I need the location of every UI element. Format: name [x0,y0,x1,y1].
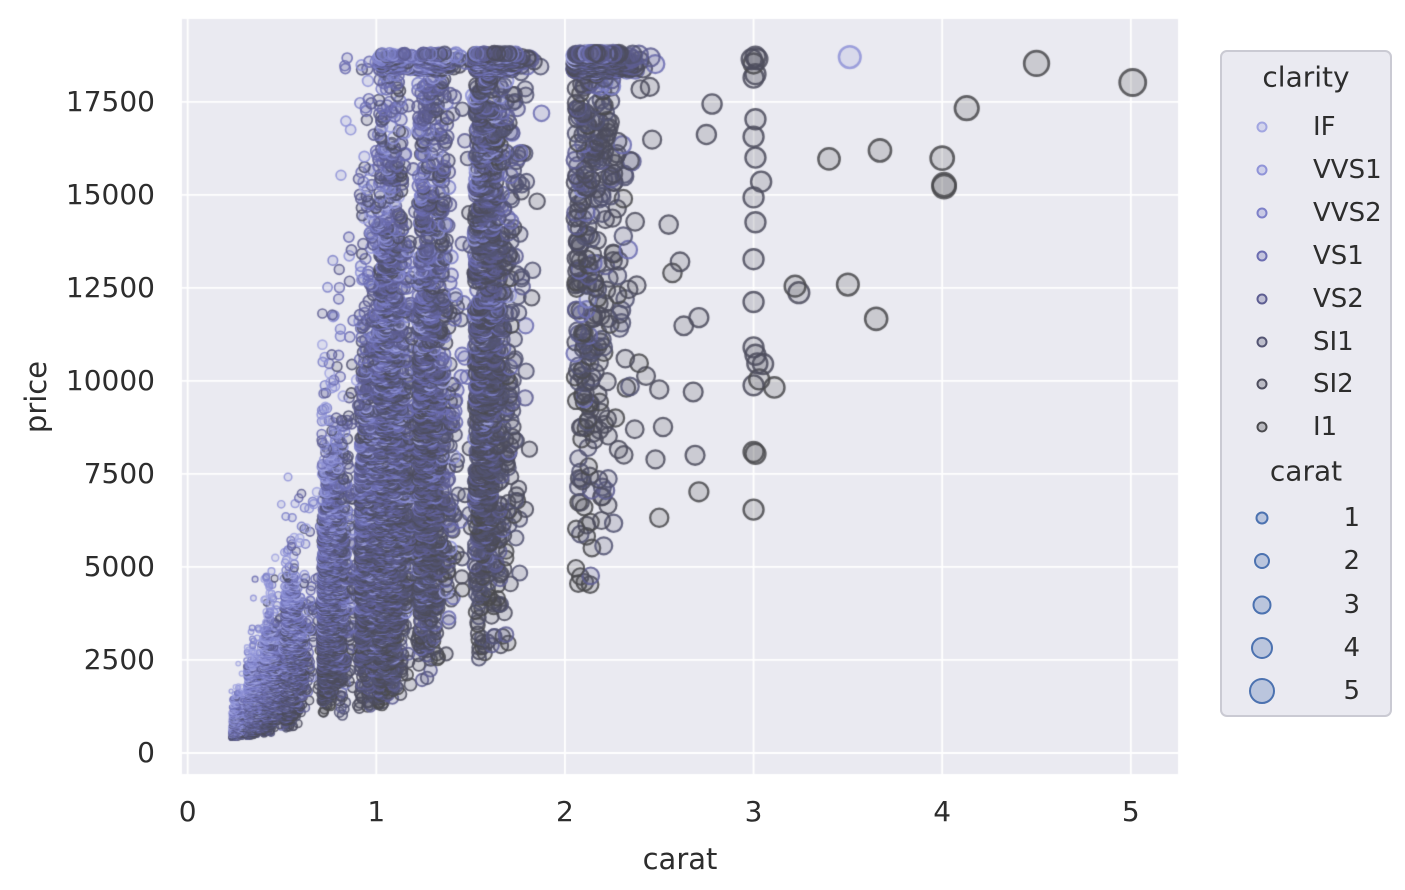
y-tick-label: 17500 [65,84,155,118]
carat-size-label-5: 5 [1343,676,1360,707]
clarity-legend-marker-SI2 [1256,378,1268,390]
legend-title-clarity: clarity [1262,60,1350,94]
x-tick-label: 0 [178,795,197,828]
x-axis-label: carat [642,842,718,876]
x-tick-label: 4 [933,795,952,828]
x-tick-label: 5 [1121,795,1140,828]
clarity-legend-label-VS2: VS2 [1313,283,1364,314]
carat-size-label-2: 2 [1343,546,1360,577]
clarity-legend-label-VVS2: VVS2 [1313,197,1382,228]
clarity-legend-marker-VS1 [1256,250,1268,262]
y-tick-label: 2500 [83,642,155,676]
x-tick-label: 1 [367,795,386,828]
clarity-legend-marker-VVS1 [1256,164,1268,176]
carat-size-marker-1 [1255,511,1269,525]
carat-size-label-1: 1 [1343,503,1360,533]
clarity-legend-label-IF: IF [1313,112,1336,142]
x-tick-label: 2 [556,795,574,828]
y-tick-label: 0 [137,735,155,769]
clarity-legend-marker-SI1 [1256,336,1268,347]
y-tick-label: 15000 [65,177,155,211]
carat-size-marker-4 [1251,636,1273,659]
carat-size-label-4: 4 [1343,632,1360,663]
carat-size-label-3: 3 [1343,589,1360,620]
y-axis-label: price [19,360,53,434]
y-tick-label: 5000 [83,549,155,583]
y-tick-label: 7500 [83,456,155,490]
carat-size-marker-2 [1254,553,1270,570]
clarity-legend-marker-I1 [1256,421,1268,433]
clarity-legend-label-VS1: VS1 [1313,240,1364,271]
clarity-legend-marker-IF [1256,121,1268,133]
clarity-legend-label-SI2: SI2 [1313,369,1354,400]
x-tick-label: 3 [744,795,763,828]
legend-title-carat: carat [1269,454,1343,488]
carat-size-marker-3 [1252,595,1272,615]
clarity-legend-label-VVS1: VVS1 [1313,154,1382,185]
clarity-legend-label-SI1: SI1 [1313,326,1354,357]
clarity-legend-label-I1: I1 [1313,412,1338,443]
y-tick-label: 10000 [65,363,155,397]
legend-box [1220,50,1392,717]
clarity-legend-marker-VVS2 [1256,207,1268,219]
carat-size-marker-5 [1249,678,1275,705]
y-tick-label: 12500 [65,270,155,304]
clarity-legend-marker-VS2 [1256,293,1268,305]
